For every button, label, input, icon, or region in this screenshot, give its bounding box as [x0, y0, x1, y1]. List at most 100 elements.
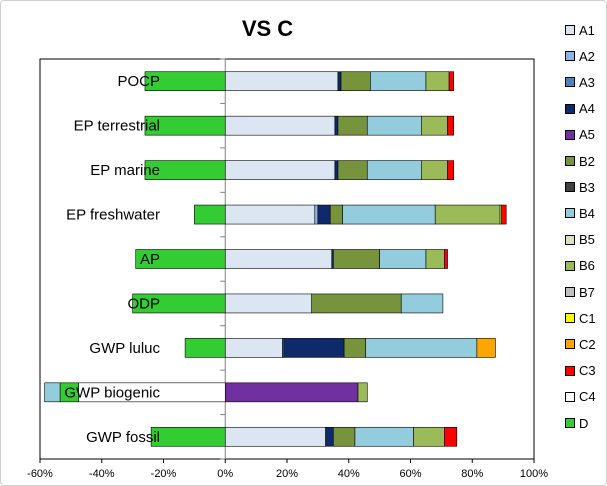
legend-swatch: [565, 77, 575, 88]
legend-item-a5: A5: [565, 127, 595, 143]
bar-segment-a2: [314, 204, 319, 225]
bar-segment-c3: [448, 71, 455, 92]
bar-segment-d: [150, 426, 226, 447]
legend-swatch: [565, 234, 575, 245]
legend-item-a2: A2: [565, 49, 595, 64]
bar-segment-b2: [329, 204, 343, 225]
legend-label: D: [579, 415, 589, 431]
legend-label: C3: [579, 363, 596, 379]
bar-segment-a1: [224, 426, 326, 447]
category-label: GWP biogenic: [64, 384, 160, 401]
legend-swatch: [565, 129, 575, 140]
legend-swatch: [565, 103, 575, 114]
legend-label: B7: [579, 284, 595, 300]
bar-segment-a4: [334, 115, 339, 136]
legend-swatch: [565, 313, 575, 324]
legend-swatch: [565, 51, 575, 62]
bar-segment-a4: [325, 426, 334, 447]
category-label: POCP: [117, 73, 160, 90]
legend-swatch: [565, 25, 575, 35]
legend-label: B2: [579, 153, 595, 169]
bar-segment-d: [194, 204, 226, 225]
category-label: GWP luluc: [89, 340, 160, 357]
x-tick-label: -40%: [89, 468, 115, 480]
legend-item-b3: B3: [565, 179, 595, 195]
bar-segment-b2: [337, 160, 368, 180]
category-label: EP freshwater: [66, 207, 160, 224]
legend-swatch: [565, 260, 575, 271]
bar-segment-b6: [434, 204, 501, 225]
legend-swatch: [565, 208, 575, 219]
bar-segment-b4: [44, 382, 61, 403]
bar-segment-b4: [400, 293, 444, 314]
legend-swatch: [565, 182, 575, 193]
legend-item-b7: B7: [565, 284, 595, 300]
bar-segment-d: [144, 115, 226, 136]
legend-label: B6: [579, 258, 595, 274]
bar-segment-a4: [283, 338, 345, 358]
chart-title: VS C: [241, 16, 294, 41]
category-label: GWP fossil: [86, 429, 160, 446]
bar-segment-a1: [224, 115, 336, 136]
legend-label: B5: [579, 232, 595, 248]
bar-segment-b4: [354, 426, 414, 447]
bar-segment-c3: [501, 204, 507, 225]
legend-item-b2: B2: [565, 153, 595, 169]
bar-segment-b6: [425, 71, 450, 92]
category-label: ODP: [127, 295, 160, 312]
bar-segment-d: [144, 71, 226, 92]
x-tick-label: 60%: [399, 468, 421, 480]
legend-label: C4: [579, 389, 596, 405]
bar-segment-b4: [342, 204, 436, 225]
bar-segment-b4: [379, 249, 427, 269]
bar-segment-a4: [337, 71, 342, 92]
bar-segment-a1: [224, 249, 333, 269]
category-label: EP marine: [90, 162, 160, 179]
bar-segment-a1: [224, 204, 316, 225]
legend-label: B3: [579, 179, 595, 195]
bar-segment-b2: [333, 249, 380, 269]
bar-segment-a5: [224, 382, 359, 403]
legend-swatch: [565, 287, 575, 297]
legend-label: B4: [579, 205, 595, 221]
legend-label: C2: [579, 336, 596, 352]
legend-item-a4: A4: [565, 101, 595, 116]
category-label: EP terrestrial: [74, 118, 160, 135]
bar-segment-b6: [421, 115, 448, 136]
bar-segment-c3: [444, 249, 448, 269]
x-tick-label: 100%: [520, 468, 548, 480]
legend-item-a1: A1: [565, 23, 595, 38]
bar-segment-a4: [317, 204, 331, 225]
bar-segment-b4: [365, 338, 478, 358]
bar-segment-a1: [224, 71, 339, 92]
x-tick-label: 20%: [276, 468, 298, 480]
bar-segment-b6: [425, 249, 445, 269]
legend-swatch: [565, 365, 575, 376]
legend-item-c1: C1: [565, 311, 596, 326]
bar-segment-d: [135, 249, 226, 269]
legend-item-d: D: [565, 415, 589, 431]
bar-segment-d: [144, 160, 226, 180]
x-tick-label: -20%: [151, 468, 177, 480]
x-tick-label: -60%: [27, 468, 53, 480]
bar-segment-d: [132, 293, 226, 314]
bar-segment-b6: [357, 382, 368, 403]
legend-item-b5: B5: [565, 232, 595, 248]
legend-swatch: [565, 156, 575, 166]
bar-segment-c3: [447, 115, 455, 136]
bar-segment-b4: [366, 115, 422, 136]
category-label: AP: [140, 251, 160, 268]
legend-swatch: [565, 418, 575, 428]
bar-segment-b4: [370, 71, 427, 92]
bar-segment-a1: [224, 338, 283, 358]
bar-segment-a1: [224, 293, 312, 314]
bar-segment-b2: [333, 426, 356, 447]
bar-segment-b2: [337, 115, 368, 136]
bar-segment-d: [184, 338, 226, 358]
legend-label: A5: [579, 127, 595, 143]
bar-segment-a4: [334, 160, 339, 180]
x-tick-label: 80%: [461, 468, 483, 480]
legend-item-c3: C3: [565, 363, 596, 379]
legend-item-b4: B4: [565, 205, 595, 221]
